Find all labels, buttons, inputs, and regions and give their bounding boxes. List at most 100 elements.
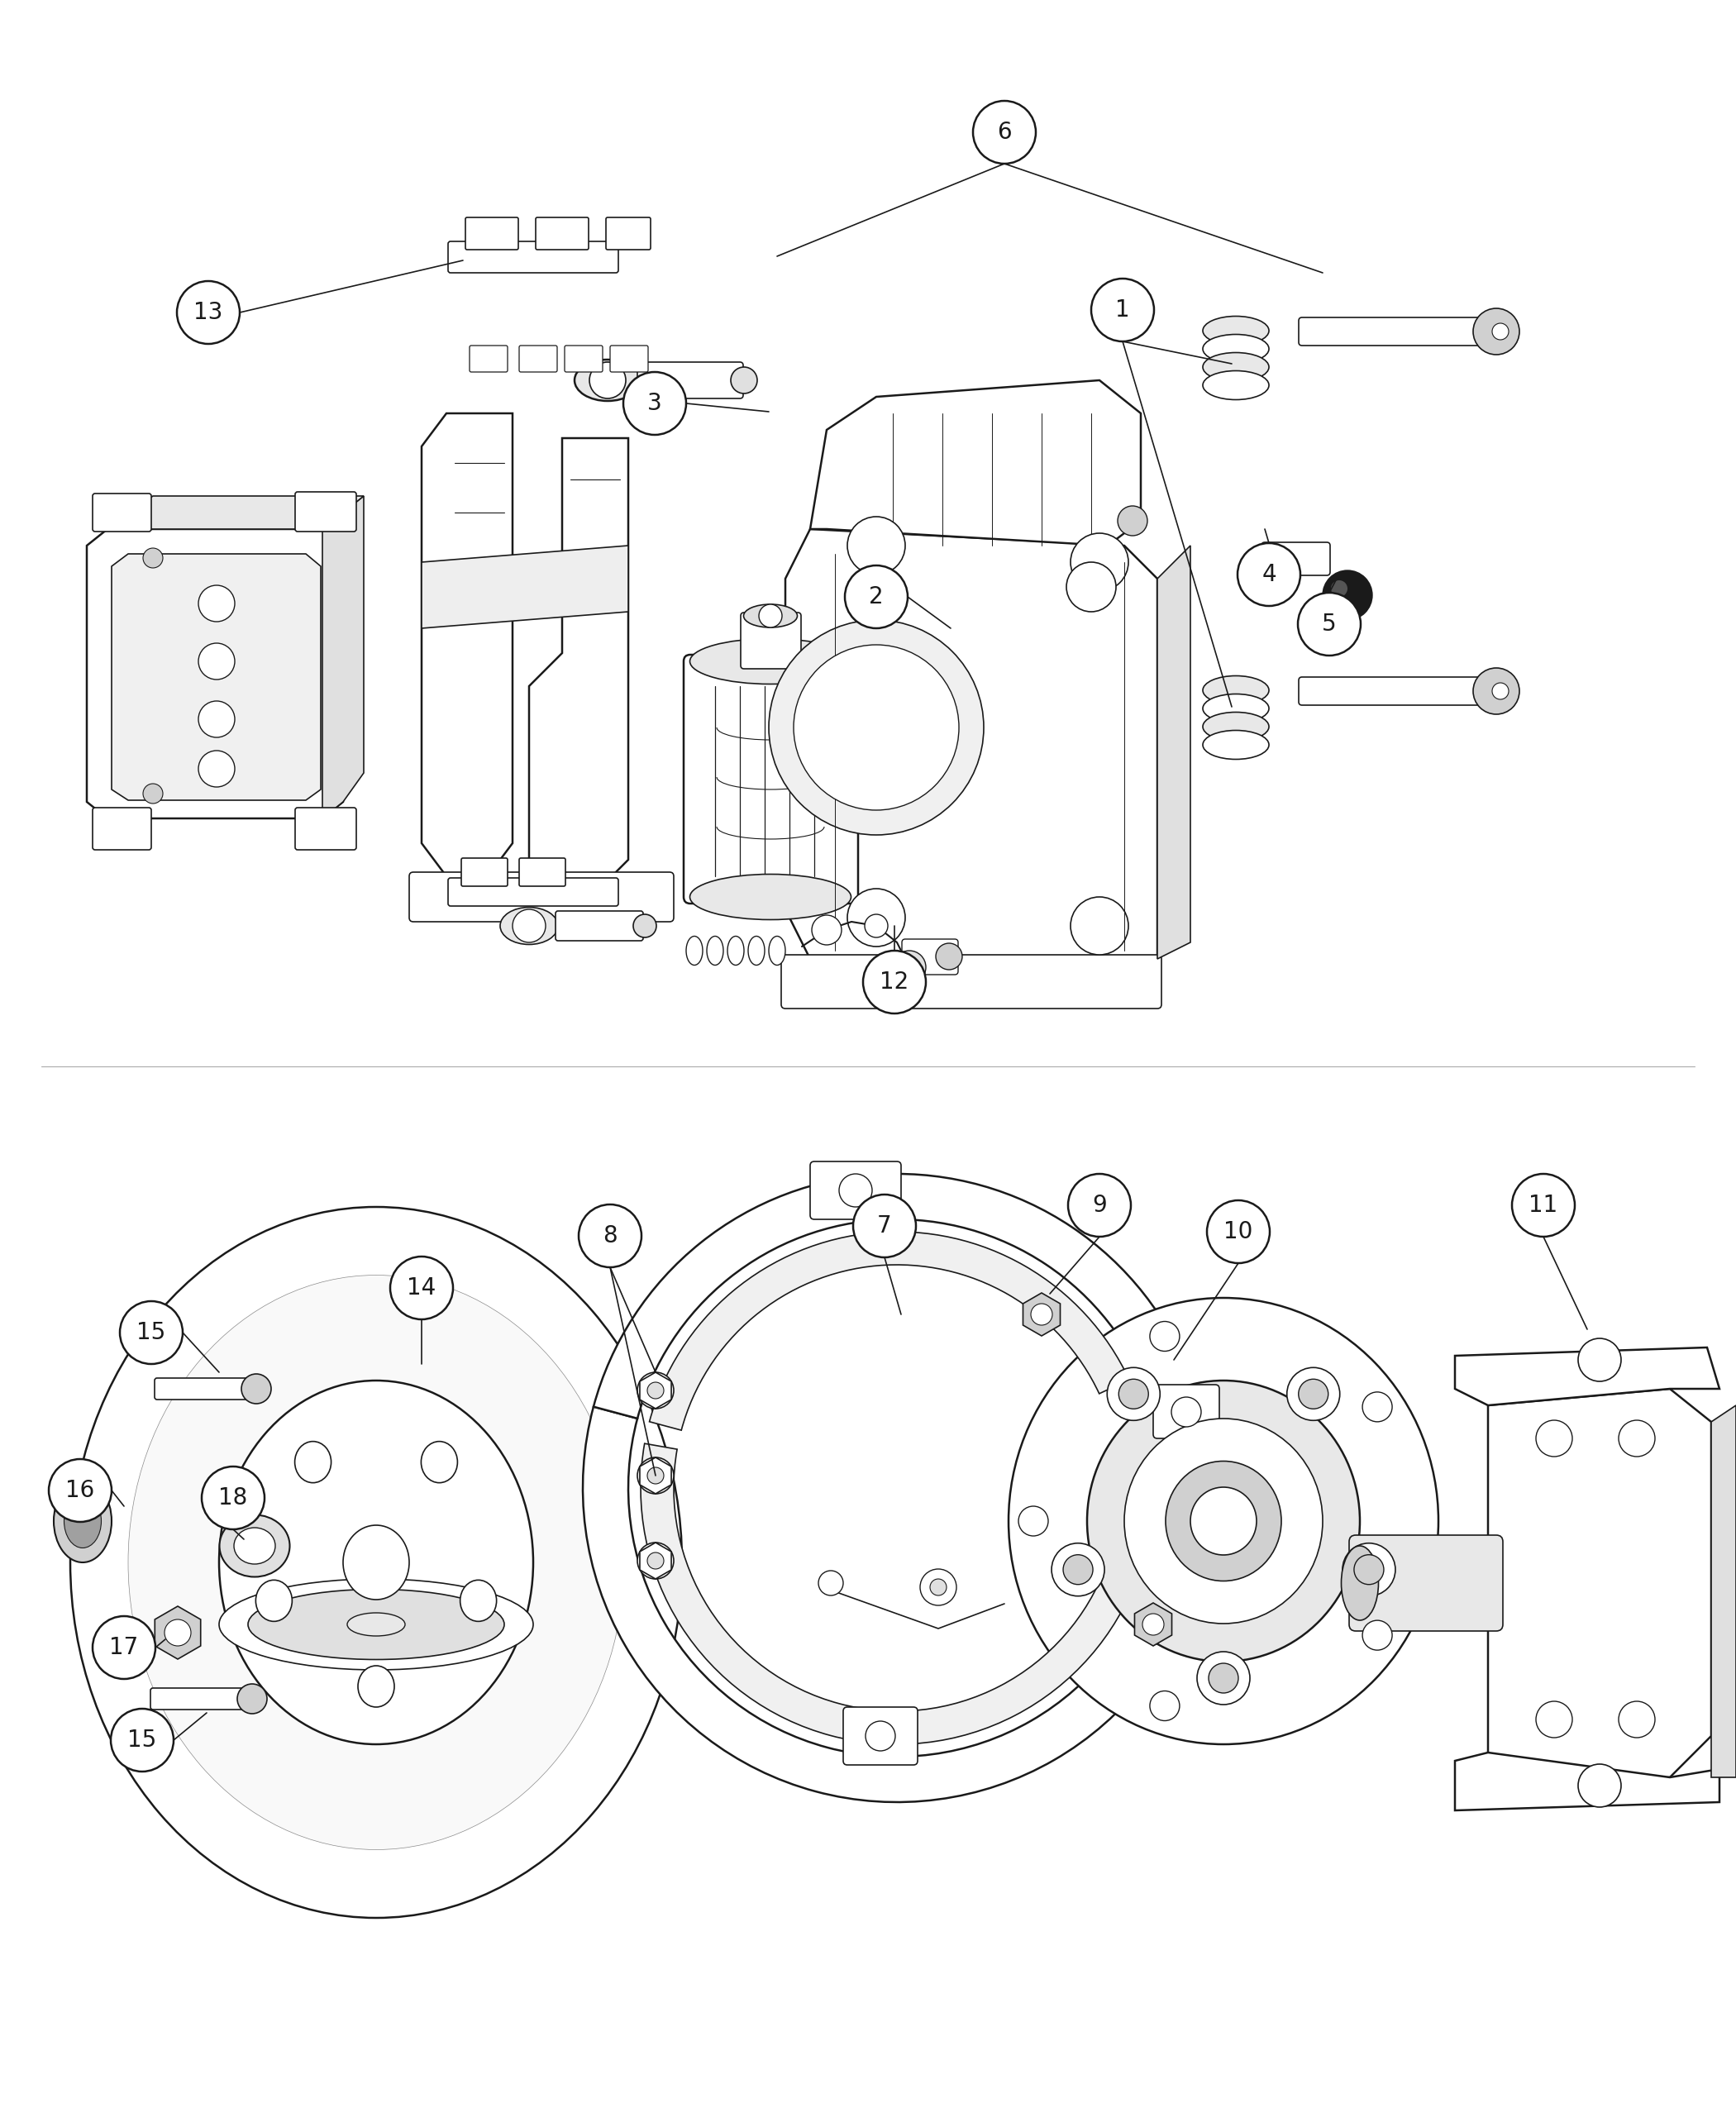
Circle shape xyxy=(201,1467,264,1528)
Ellipse shape xyxy=(707,936,724,965)
Ellipse shape xyxy=(248,1589,503,1659)
Circle shape xyxy=(120,1301,182,1364)
Circle shape xyxy=(1208,1663,1238,1693)
Polygon shape xyxy=(785,529,1158,1001)
Circle shape xyxy=(1493,323,1509,339)
Text: 4: 4 xyxy=(1262,563,1276,586)
Text: 11: 11 xyxy=(1529,1193,1557,1216)
Ellipse shape xyxy=(54,1480,111,1562)
Circle shape xyxy=(818,1570,844,1596)
Circle shape xyxy=(1474,308,1519,354)
Circle shape xyxy=(1474,668,1519,715)
Ellipse shape xyxy=(347,1613,404,1636)
Circle shape xyxy=(1198,1653,1250,1705)
Circle shape xyxy=(769,620,984,835)
FancyBboxPatch shape xyxy=(536,217,589,249)
Ellipse shape xyxy=(344,1526,410,1600)
Circle shape xyxy=(847,890,904,946)
Circle shape xyxy=(1286,1368,1340,1421)
Circle shape xyxy=(852,1195,917,1256)
Ellipse shape xyxy=(689,875,851,919)
FancyBboxPatch shape xyxy=(1299,677,1488,706)
Polygon shape xyxy=(323,495,365,818)
Circle shape xyxy=(637,1372,674,1408)
Circle shape xyxy=(863,951,925,1014)
Polygon shape xyxy=(641,1372,672,1408)
Circle shape xyxy=(1052,1543,1104,1596)
Ellipse shape xyxy=(219,1516,290,1577)
FancyBboxPatch shape xyxy=(462,858,507,885)
Circle shape xyxy=(198,586,234,622)
Ellipse shape xyxy=(1342,1545,1378,1621)
Text: 2: 2 xyxy=(870,586,884,609)
FancyBboxPatch shape xyxy=(295,807,356,850)
Circle shape xyxy=(865,915,887,938)
Ellipse shape xyxy=(1203,677,1269,704)
FancyBboxPatch shape xyxy=(609,346,648,371)
Circle shape xyxy=(892,951,925,984)
Text: 15: 15 xyxy=(137,1322,167,1345)
Circle shape xyxy=(241,1374,271,1404)
Text: 7: 7 xyxy=(877,1214,892,1237)
Ellipse shape xyxy=(1203,694,1269,723)
Ellipse shape xyxy=(1203,729,1269,759)
Circle shape xyxy=(972,101,1036,164)
Circle shape xyxy=(198,750,234,786)
FancyBboxPatch shape xyxy=(903,938,958,974)
Text: 14: 14 xyxy=(406,1275,436,1299)
Circle shape xyxy=(648,1383,663,1400)
Polygon shape xyxy=(1023,1292,1061,1336)
Circle shape xyxy=(1536,1701,1573,1737)
Polygon shape xyxy=(1158,546,1191,959)
Text: 12: 12 xyxy=(880,970,910,993)
Circle shape xyxy=(1118,506,1147,535)
Ellipse shape xyxy=(1203,371,1269,401)
Polygon shape xyxy=(1488,1389,1712,1785)
Circle shape xyxy=(637,1543,674,1579)
Ellipse shape xyxy=(1253,548,1276,571)
Circle shape xyxy=(936,942,962,970)
FancyBboxPatch shape xyxy=(606,217,651,249)
Circle shape xyxy=(838,1174,871,1208)
Ellipse shape xyxy=(1191,1486,1257,1556)
Circle shape xyxy=(1363,1391,1392,1421)
Polygon shape xyxy=(1712,1406,1736,1777)
Circle shape xyxy=(847,516,904,575)
Ellipse shape xyxy=(1087,1381,1359,1661)
Text: 15: 15 xyxy=(128,1729,156,1752)
Circle shape xyxy=(1354,1556,1384,1585)
Text: 3: 3 xyxy=(648,392,661,415)
Ellipse shape xyxy=(295,1442,332,1482)
Ellipse shape xyxy=(634,915,656,938)
Polygon shape xyxy=(155,1606,201,1659)
Circle shape xyxy=(391,1256,453,1320)
Text: 10: 10 xyxy=(1224,1221,1253,1244)
Circle shape xyxy=(1071,533,1128,590)
Ellipse shape xyxy=(1203,335,1269,363)
Circle shape xyxy=(1118,1379,1149,1408)
Ellipse shape xyxy=(743,605,797,628)
Ellipse shape xyxy=(727,936,745,965)
Circle shape xyxy=(1062,1556,1094,1585)
FancyBboxPatch shape xyxy=(1349,1535,1503,1632)
Text: 17: 17 xyxy=(109,1636,139,1659)
FancyBboxPatch shape xyxy=(465,217,519,249)
Circle shape xyxy=(1149,1691,1179,1720)
Circle shape xyxy=(1299,1379,1328,1408)
Circle shape xyxy=(1323,571,1371,620)
Polygon shape xyxy=(87,529,344,818)
Circle shape xyxy=(1238,544,1300,605)
Circle shape xyxy=(812,915,842,944)
FancyBboxPatch shape xyxy=(295,491,356,531)
Text: 18: 18 xyxy=(219,1486,248,1509)
Circle shape xyxy=(1066,563,1116,611)
Ellipse shape xyxy=(1165,1461,1281,1581)
Ellipse shape xyxy=(748,936,764,965)
FancyBboxPatch shape xyxy=(92,493,151,531)
Circle shape xyxy=(1068,1174,1130,1237)
Wedge shape xyxy=(649,1231,1128,1429)
Circle shape xyxy=(1019,1507,1049,1537)
FancyBboxPatch shape xyxy=(1299,318,1488,346)
Ellipse shape xyxy=(500,906,557,944)
Ellipse shape xyxy=(769,936,785,965)
